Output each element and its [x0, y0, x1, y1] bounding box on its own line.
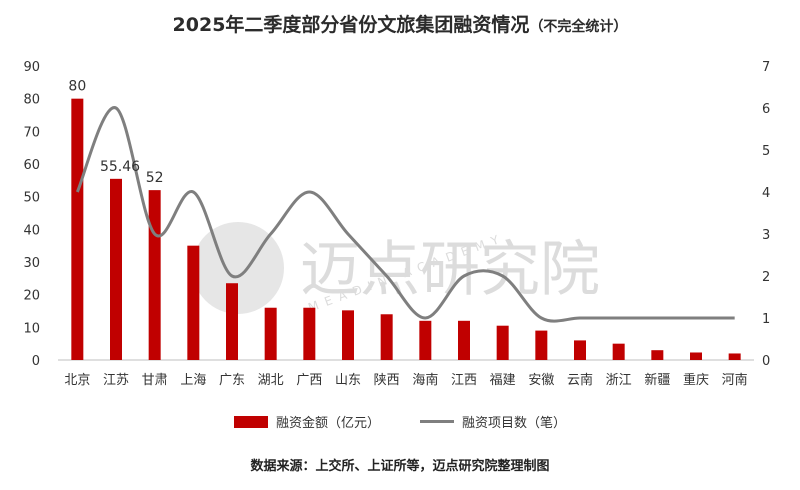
data-label: 55.46: [100, 159, 140, 175]
category-label: 湖北: [258, 373, 284, 388]
bar: [110, 178, 122, 360]
bar: [535, 330, 548, 360]
category-label: 广西: [296, 373, 322, 388]
title-note: （不完全统计）: [529, 19, 628, 35]
series-line: [75, 106, 735, 323]
category-label: 北京: [64, 373, 90, 388]
category-label: 广东: [219, 373, 245, 388]
left-tick-label: 60: [23, 158, 40, 173]
bar: [496, 325, 509, 360]
left-tick-label: 40: [23, 223, 40, 238]
category-label: 云南: [567, 372, 593, 388]
category-label: 重庆: [683, 372, 709, 388]
bar: [71, 98, 84, 361]
right-axis: 0 1 2 3 4 5 6 7: [762, 60, 770, 369]
legend-swatch-bar: [233, 415, 268, 428]
category-label: 河南: [722, 372, 748, 388]
chart: 迈点研究院 MEADIN ACADEMY 0102030405060708090…: [23, 60, 770, 388]
line-series: [75, 106, 735, 323]
watermark: 迈点研究院 MEADIN ACADEMY: [192, 222, 600, 315]
bar: [303, 307, 316, 360]
right-tick-label: 5: [762, 144, 770, 159]
left-tick-label: 20: [23, 289, 40, 304]
left-tick-label: 30: [23, 256, 40, 271]
category-label: 安徽: [528, 373, 554, 388]
right-tick-label: 0: [762, 354, 770, 369]
left-tick-label: 50: [23, 191, 40, 206]
category-label: 江西: [451, 373, 477, 388]
bar: [380, 314, 393, 360]
category-label: 新疆: [644, 372, 670, 388]
category-label: 上海: [180, 373, 206, 388]
left-tick-label: 10: [23, 321, 40, 336]
bars: [71, 98, 741, 361]
left-tick-label: 0: [32, 354, 40, 369]
category-label: 浙江: [606, 373, 632, 388]
bar: [226, 283, 238, 360]
data-label: 52: [146, 170, 164, 186]
legend-label-line: 融资项目数（笔）: [462, 416, 567, 431]
category-label: 江苏: [103, 372, 129, 388]
right-tick-label: 7: [762, 60, 770, 75]
source-note: 数据来源：上交所、上证所等，迈点研究院整理制图: [250, 459, 550, 474]
right-tick-label: 6: [762, 102, 770, 117]
bar: [690, 352, 702, 360]
title-main: 2025年二季度部分省份文旅集团融资情况: [172, 14, 530, 36]
left-tick-label: 70: [23, 125, 40, 140]
left-axis: 0 10 20 30 40 50 60 70 80 90: [23, 60, 40, 369]
category-label: 甘肃: [142, 373, 168, 388]
bar: [264, 307, 277, 360]
legend-item-bar: 融资金额（亿元）: [233, 412, 380, 431]
bar: [651, 350, 664, 360]
right-tick-label: 3: [762, 228, 770, 243]
bar: [148, 190, 161, 360]
left-tick-label: 90: [23, 60, 40, 75]
bar: [574, 340, 586, 360]
bar: [612, 343, 625, 360]
category-labels: 北京 江苏 甘肃 上海 广东 湖北 广西 山东 陕西 海南 江西 福建 安徽 云南 浙江 新疆 重庆 河南: [64, 372, 747, 388]
category-label: 山东: [335, 373, 361, 388]
bar: [342, 310, 354, 360]
data-label: 80: [68, 79, 86, 95]
right-tick-label: 2: [762, 270, 770, 285]
category-label: 陕西: [374, 373, 400, 388]
legend-item-line: 融资项目数（笔）: [420, 412, 566, 431]
right-tick-label: 1: [762, 312, 770, 327]
legend: 融资金额（亿元） 融资项目数（笔）: [0, 412, 800, 431]
bar: [458, 320, 470, 360]
data-labels: 80 55.46 52: [68, 79, 163, 186]
legend-swatch-line: [420, 420, 454, 423]
bar: [728, 353, 741, 360]
category-label: 海南: [412, 372, 438, 388]
left-tick-label: 80: [23, 93, 40, 108]
category-label: 福建: [490, 373, 516, 388]
bar: [187, 245, 200, 360]
bar: [419, 320, 432, 360]
legend-label-bar: 融资金额（亿元）: [275, 416, 380, 431]
chart-title: 2025年二季度部分省份文旅集团融资情况（不完全统计）: [0, 10, 800, 37]
right-tick-label: 4: [762, 186, 770, 201]
